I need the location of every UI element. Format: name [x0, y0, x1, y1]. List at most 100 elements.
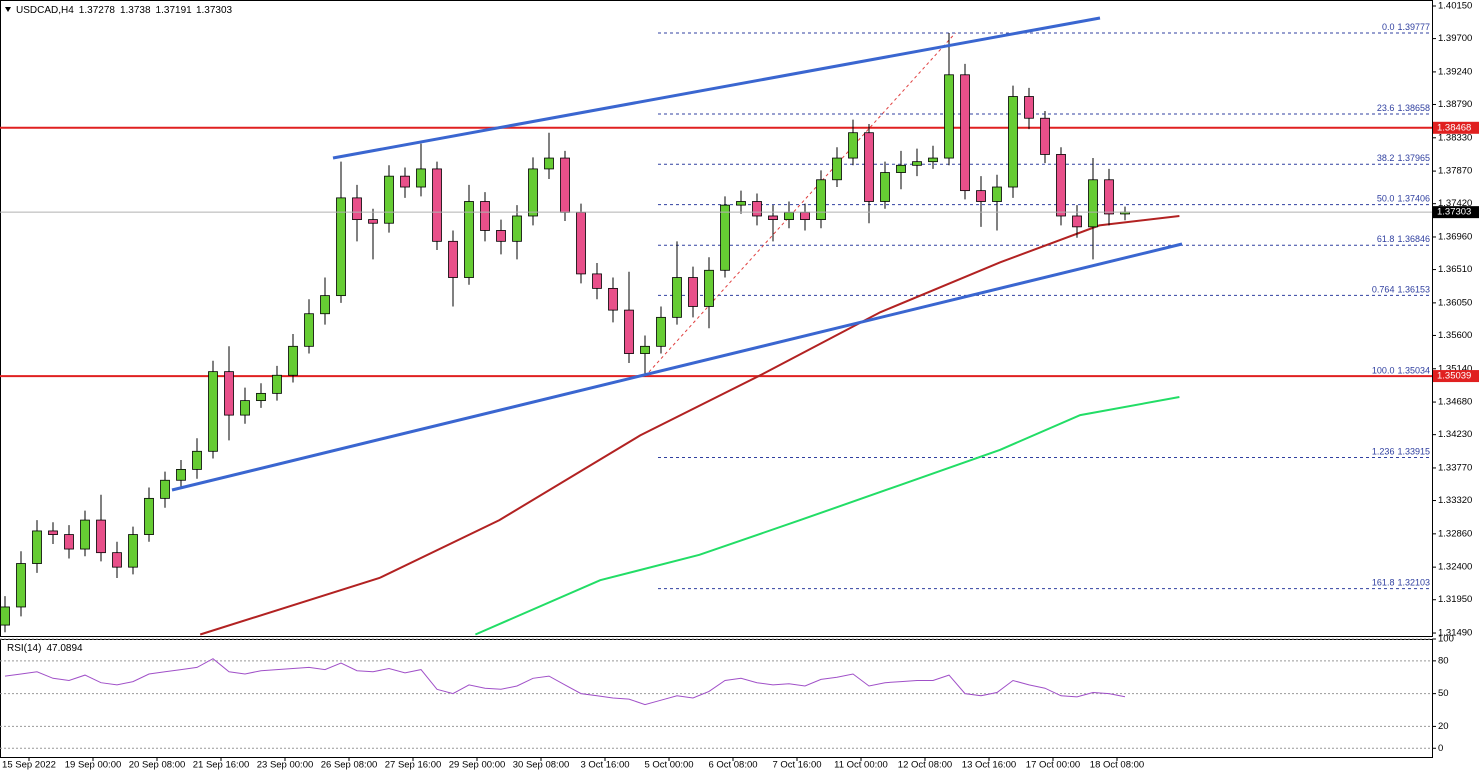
y-tick-label: 1.38790 [1438, 99, 1472, 110]
y-tick-label: 1.34230 [1438, 429, 1472, 440]
x-tick-label: 5 Oct 00:00 [644, 760, 693, 771]
y-tick-label: 1.36510 [1438, 264, 1472, 275]
main-panel-frame [0, 0, 1433, 637]
fib-level: 0.764 [1372, 285, 1395, 295]
candle-body [784, 211, 794, 221]
x-tick-label: 12 Oct 08:00 [898, 760, 952, 771]
x-tick-label: 30 Sep 08:00 [513, 760, 570, 771]
candle-body [864, 132, 874, 202]
candle-body [352, 197, 362, 221]
candle-body [272, 374, 282, 394]
high-value: 1.3738 [120, 5, 151, 16]
candle-body [752, 201, 762, 217]
price-tag-label: 1.38468 [1437, 122, 1471, 133]
candle-body [608, 287, 618, 311]
x-tick-label: 18 Oct 08:00 [1090, 760, 1144, 771]
candle-body [720, 204, 730, 271]
candle-body [368, 219, 378, 224]
candle-body [16, 563, 26, 608]
price-tag-label: 1.35039 [1437, 371, 1471, 382]
fib-label: 0.0 1.39777 [1382, 22, 1430, 32]
fib-price: 1.32103 [1397, 578, 1430, 588]
fib-label: 61.8 1.36846 [1377, 235, 1430, 245]
candle-body [1072, 215, 1082, 228]
candle-body [800, 211, 810, 221]
candle-body [240, 400, 250, 416]
fib-level: 50.0 [1377, 194, 1395, 204]
x-tick-label: 7 Oct 16:00 [772, 760, 821, 771]
y-tick-label: 1.35600 [1438, 330, 1472, 341]
candle-body [464, 201, 474, 278]
fib-label: 1.236 1.33915 [1372, 447, 1430, 457]
candle-body [896, 164, 906, 173]
chart-header: USDCAD,H4 1.37278 1.3738 1.37191 1.37303 [16, 5, 233, 16]
x-tick-label: 19 Sep 00:00 [65, 760, 122, 771]
candle-body [704, 269, 714, 307]
candle-body [288, 345, 298, 376]
fib-level: 23.6 [1377, 103, 1395, 113]
y-tick-label: 0 [1438, 743, 1443, 754]
candle-body [112, 552, 122, 568]
fib-price: 1.36153 [1397, 285, 1430, 295]
rsi-value: 47.0894 [46, 643, 83, 654]
fib-level: 61.8 [1377, 235, 1395, 245]
candle-body [912, 161, 922, 166]
candle-body [848, 132, 858, 159]
candle-body [80, 519, 90, 550]
y-tick-label: 1.39240 [1438, 66, 1472, 77]
y-tick-label: 1.34680 [1438, 397, 1472, 408]
moving-average [199, 215, 1180, 636]
fib-price: 1.38658 [1397, 103, 1430, 113]
candle-body [1088, 179, 1098, 228]
fib-label: 50.0 1.37406 [1377, 194, 1430, 204]
y-tick-label: 1.39700 [1438, 33, 1472, 44]
candle-body [880, 172, 890, 202]
candle-body [1040, 117, 1050, 155]
candle-body [992, 186, 1002, 202]
fib-label: 38.2 1.37965 [1377, 154, 1430, 164]
candle-body [0, 606, 10, 626]
candle-body [656, 316, 666, 347]
candle-body [560, 157, 570, 213]
y-tick-label: 1.33320 [1438, 495, 1472, 506]
candle-body [256, 392, 266, 402]
candle-body [976, 190, 986, 202]
y-tick-label: 1.36050 [1438, 297, 1472, 308]
candle-body [160, 479, 170, 499]
candle-body [528, 168, 538, 217]
candle-body [928, 157, 938, 163]
fib-level: 100.0 [1372, 366, 1395, 376]
fib-price: 1.37965 [1397, 154, 1430, 164]
candle-body [832, 157, 842, 181]
y-tick-label: 20 [1438, 721, 1449, 732]
candle-body [544, 157, 554, 170]
candle-body [144, 497, 154, 535]
fib-label: 100.0 1.35034 [1372, 366, 1430, 376]
candle-body [944, 74, 954, 159]
x-tick-label: 15 Sep 2022 [2, 760, 56, 771]
dropdown-icon[interactable] [5, 7, 11, 12]
last-price-label: 1.37303 [1437, 207, 1471, 218]
candle-body [640, 345, 650, 354]
y-tick-label: 1.32860 [1438, 528, 1472, 539]
fib-level: 161.8 [1372, 578, 1395, 588]
candle-body [96, 519, 106, 554]
candle-body [624, 309, 634, 354]
candle-body [496, 230, 506, 242]
fib-level: 38.2 [1377, 154, 1395, 164]
fib-label: 0.764 1.36153 [1372, 285, 1430, 295]
x-tick-label: 27 Sep 16:00 [385, 760, 442, 771]
moving-average [475, 396, 1180, 636]
fib-level: 1.236 [1372, 447, 1395, 457]
candle-body [48, 530, 58, 535]
candle-body [384, 175, 394, 224]
x-tick-label: 13 Oct 16:00 [962, 760, 1016, 771]
fib-label: 161.8 1.32103 [1372, 578, 1430, 588]
candle-body [416, 168, 426, 188]
fib-anchor-line [644, 32, 956, 377]
y-tick-label: 1.38330 [1438, 132, 1472, 143]
candle-body [432, 168, 442, 242]
